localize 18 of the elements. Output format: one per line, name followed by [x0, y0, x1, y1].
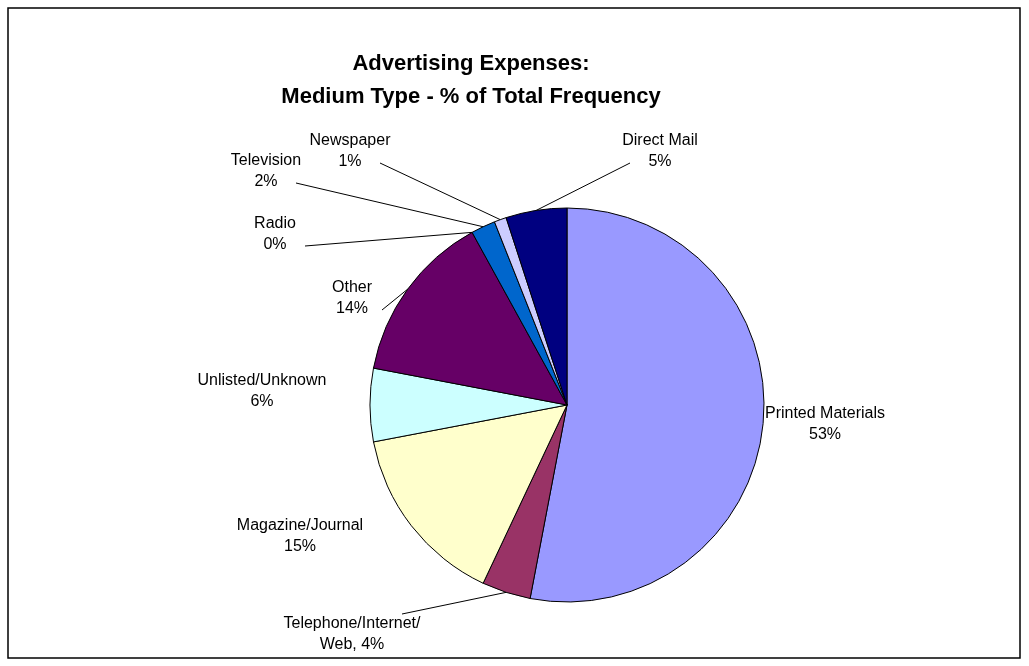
data-label: 2% — [254, 172, 278, 189]
data-label: 6% — [250, 392, 274, 409]
slice-label: Printed Materials — [764, 404, 886, 421]
chart-title: Advertising Expenses: Medium Type - % of Total Frequency — [281, 50, 662, 108]
slice-label: Magazine/Journal — [236, 516, 364, 533]
category-label: Radio — [254, 214, 296, 231]
text: 0% — [263, 235, 287, 252]
slice-label: Television — [230, 151, 302, 168]
data-label: 15% — [283, 537, 317, 554]
data-label: 5% — [648, 152, 672, 169]
slice-label: Newspaper — [309, 131, 392, 148]
slice-label: Direct Mail — [622, 131, 698, 148]
slice-label: Unlisted/Unknown — [197, 371, 327, 388]
slice-label: Telephone/Internet/Web, 4% — [283, 614, 422, 652]
data-label: 14% — [335, 299, 369, 316]
data-label: 1% — [338, 152, 362, 169]
slice-label: Other — [331, 278, 373, 295]
data-label: 53% — [808, 425, 842, 442]
